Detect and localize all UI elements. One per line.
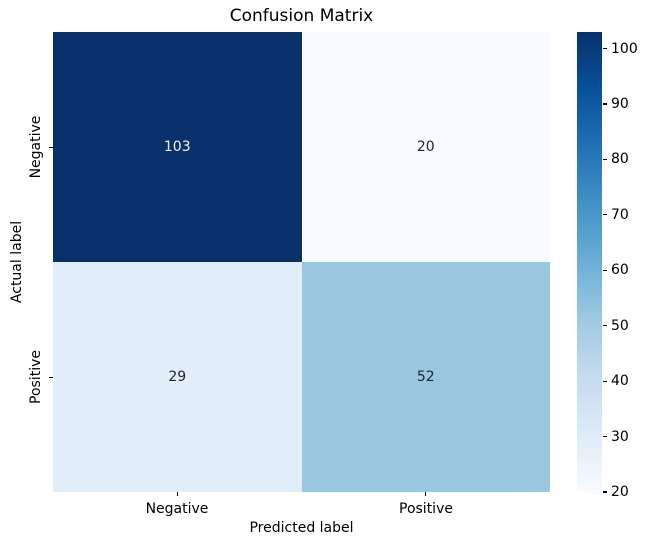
colorbar-tick-mark bbox=[602, 269, 607, 271]
colorbar-tick-label: 70 bbox=[611, 206, 629, 223]
x-tick-label-positive: Positive bbox=[399, 501, 453, 517]
x-tick-mark bbox=[425, 492, 427, 496]
colorbar-tick-mark bbox=[602, 48, 607, 50]
x-tick-label-negative: Negative bbox=[145, 501, 209, 517]
colorbar-tick-mark bbox=[602, 380, 607, 382]
colorbar bbox=[577, 32, 602, 492]
y-tick-mark bbox=[49, 146, 53, 148]
colorbar-tick-mark bbox=[602, 158, 607, 161]
heatmap-cell-negative-negative: 103 bbox=[53, 32, 302, 262]
colorbar-tick-label: 30 bbox=[611, 428, 629, 445]
y-tick-label-negative: Negative bbox=[28, 115, 44, 179]
colorbar-tick-mark bbox=[602, 491, 607, 493]
cell-value: 103 bbox=[163, 139, 191, 155]
heatmap-cell-positive-positive: 52 bbox=[301, 262, 550, 492]
heatmap-cell-negative-positive: 20 bbox=[301, 32, 550, 262]
heatmap-cell-positive-negative: 29 bbox=[53, 262, 302, 492]
x-axis-label: Predicted label bbox=[249, 520, 354, 536]
colorbar-tick-label: 40 bbox=[611, 373, 629, 390]
cell-value: 52 bbox=[416, 369, 435, 385]
colorbar-tick-mark bbox=[602, 435, 607, 438]
y-axis-label: Actual label bbox=[9, 220, 25, 304]
colorbar-tick-mark bbox=[602, 214, 607, 216]
chart-title: Confusion Matrix bbox=[229, 6, 374, 26]
heatmap-grid: 103 20 29 52 bbox=[53, 32, 550, 492]
colorbar-tick-label: 50 bbox=[611, 317, 629, 334]
y-tick-label-positive: Positive bbox=[28, 350, 44, 404]
y-tick-mark bbox=[49, 376, 53, 378]
colorbar-tick-mark bbox=[602, 103, 607, 105]
colorbar-tick-label: 60 bbox=[611, 262, 629, 279]
x-tick-mark bbox=[176, 492, 178, 496]
colorbar-tick-label: 100 bbox=[611, 40, 638, 57]
cell-value: 20 bbox=[416, 139, 435, 155]
colorbar-tick-label: 20 bbox=[611, 484, 629, 500]
colorbar-tick-mark bbox=[602, 325, 607, 327]
cell-value: 29 bbox=[168, 369, 187, 385]
colorbar-tick-label: 90 bbox=[611, 96, 629, 113]
colorbar-tick-label: 80 bbox=[611, 151, 629, 168]
